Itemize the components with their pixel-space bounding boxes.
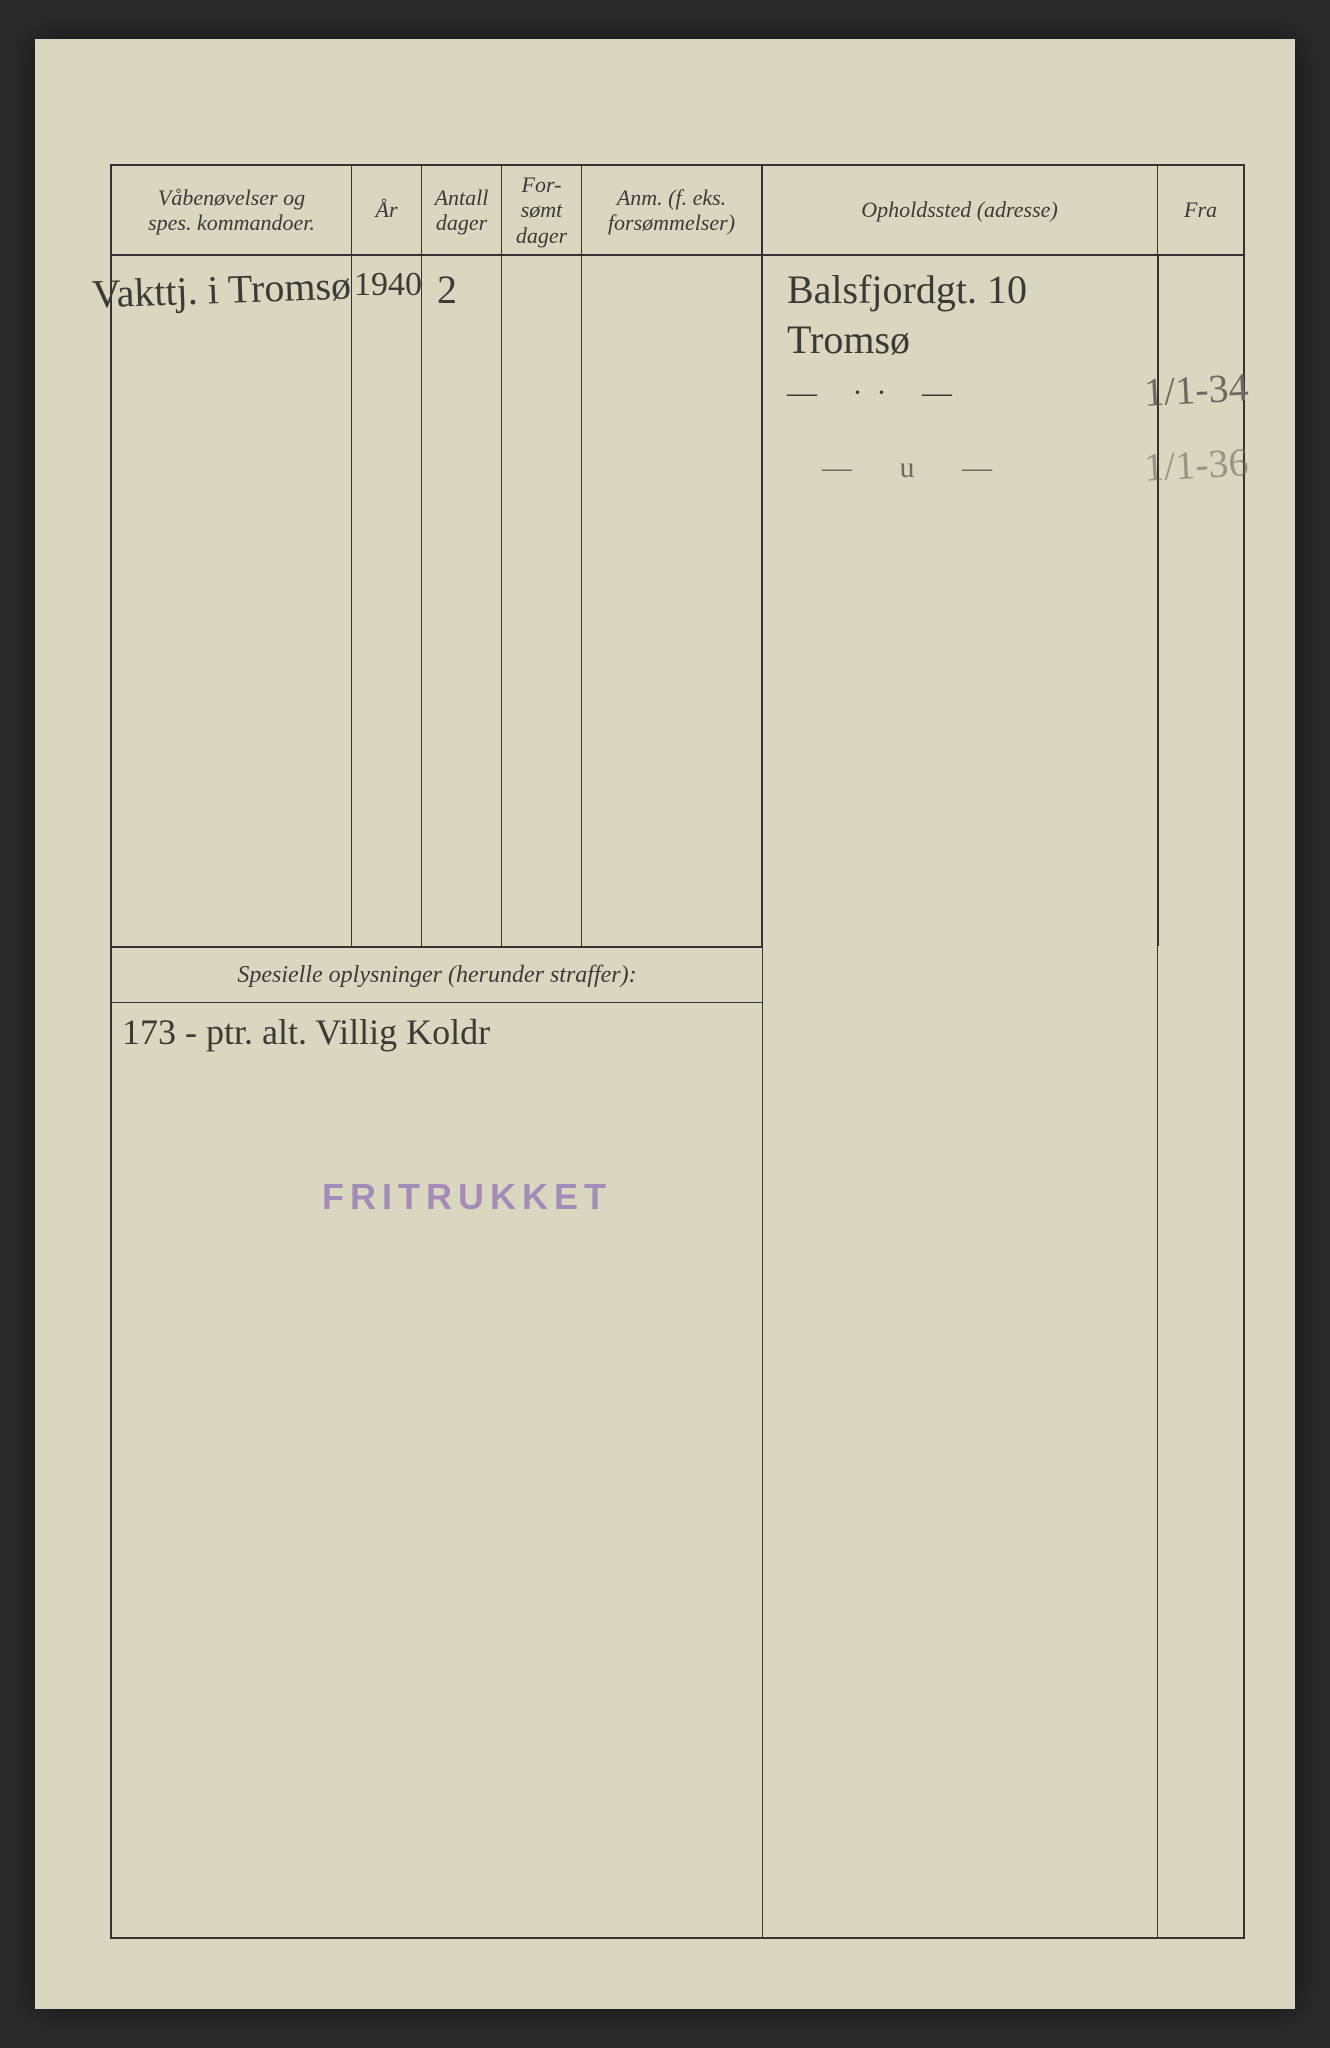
header-text: Antall dager xyxy=(435,185,489,236)
cell-forsomt xyxy=(502,256,582,946)
handwritten-address-line1: Balsfjordgt. 10 xyxy=(787,266,1027,313)
header-fra: Fra xyxy=(1158,166,1243,254)
handwritten-ditto-1: — ·· — xyxy=(787,376,966,410)
table-header-row: Våbenøvelser og spes. kommandoer. År Ant… xyxy=(112,166,1243,256)
handwritten-vaben: Vakttj. i Tromsø xyxy=(91,261,351,317)
spesielle-header-text: Spesielle oplysninger (herunder straffer… xyxy=(237,962,636,989)
table-frame: Våbenøvelser og spes. kommandoer. År Ant… xyxy=(110,164,1245,1939)
header-opholdssted: Opholdssted (adresse) xyxy=(762,166,1158,254)
vertical-rule-main xyxy=(762,166,763,1937)
handwritten-address-line2: Tromsø xyxy=(787,316,910,363)
handwritten-ar: 1940 xyxy=(354,266,422,304)
cell-anm xyxy=(582,256,762,946)
handwritten-fra-2: 1/1-36 xyxy=(1143,438,1250,490)
header-vabenovelser: Våbenøvelser og spes. kommandoer. xyxy=(112,166,352,254)
handwritten-fra-1: 1/1-34 xyxy=(1143,363,1250,415)
cell-opholdssted: Balsfjordgt. 10 Tromsø — ·· — — u — xyxy=(762,256,1158,946)
cell-antall: 2 xyxy=(422,256,502,946)
header-text: Opholdssted (adresse) xyxy=(861,197,1058,222)
document-paper: Våbenøvelser og spes. kommandoer. År Ant… xyxy=(35,39,1295,2009)
header-forsomt-dager: For- sømt dager xyxy=(502,166,582,254)
upper-table-body: Vakttj. i Tromsø 1940 2 Balsfjordgt. 10 … xyxy=(112,256,1243,946)
handwritten-antall: 2 xyxy=(437,266,457,313)
fritrukket-stamp: FRITRUKKET xyxy=(322,1176,612,1218)
cell-vaben: Vakttj. i Tromsø xyxy=(112,256,352,946)
handwritten-spesielle-entry: 173 - ptr. alt. Villig Koldr xyxy=(122,1011,490,1053)
vertical-rule-fra xyxy=(1157,166,1158,1937)
header-text: Fra xyxy=(1184,197,1217,222)
header-ar: År xyxy=(352,166,422,254)
cell-fra: 1/1-34 1/1-36 xyxy=(1158,256,1243,946)
header-antall-dager: Antall dager xyxy=(422,166,502,254)
header-text: År xyxy=(376,197,398,222)
handwritten-ditto-2: — u — xyxy=(822,451,1012,485)
header-text: Våbenøvelser og spes. kommandoer. xyxy=(148,185,315,236)
cell-ar: 1940 xyxy=(352,256,422,946)
header-text: Anm. (f. eks. forsømmelser) xyxy=(608,185,735,236)
header-anm: Anm. (f. eks. forsømmelser) xyxy=(582,166,762,254)
header-text: For- sømt dager xyxy=(516,172,567,248)
spesielle-header: Spesielle oplysninger (herunder straffer… xyxy=(112,948,762,1003)
